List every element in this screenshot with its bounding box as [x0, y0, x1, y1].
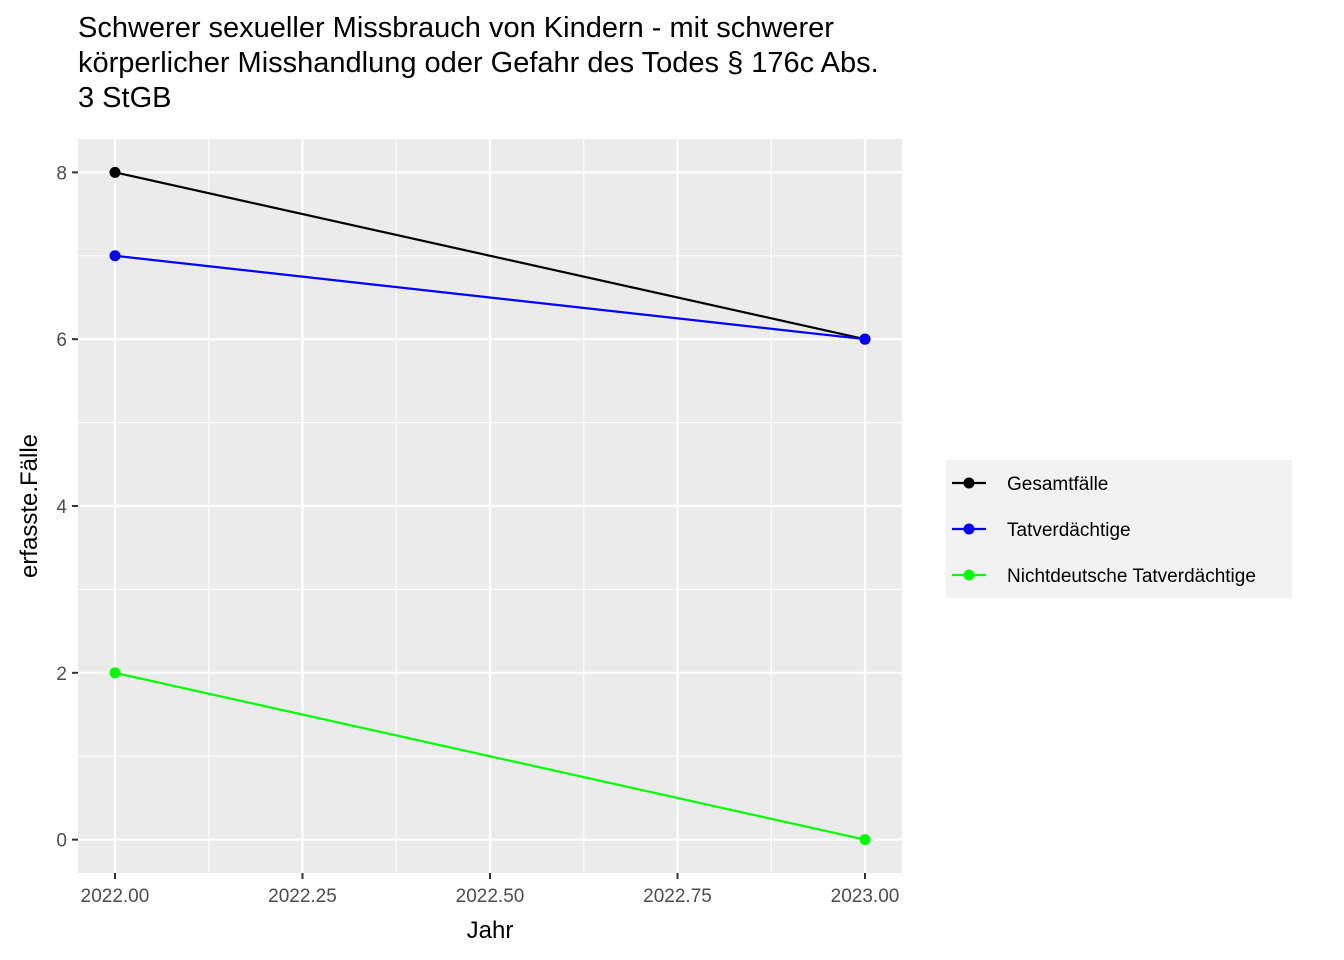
grid-major — [78, 139, 902, 873]
chart-title: Schwerer sexueller Missbrauch von Kinder… — [78, 12, 879, 114]
legend-label: Gesamtfälle — [1007, 474, 1108, 495]
legend-key-point — [963, 477, 975, 489]
y-tick-label: 2 — [56, 664, 67, 685]
y-tick-label: 6 — [56, 330, 67, 351]
legend-label: Nichtdeutsche Tatverdächtige — [1007, 566, 1256, 587]
x-tick-label: 2023.00 — [831, 886, 900, 907]
x-tick-label: 2022.25 — [268, 886, 337, 907]
x-tick-label: 2022.50 — [456, 886, 525, 907]
title-line-3: 3 StGB — [78, 82, 172, 114]
legend-items: Gesamtfälle Tatverdächtige Nichtdeutsche T… — [952, 474, 1256, 587]
series-line-2 — [114, 671, 866, 841]
title-line-2: körperlicher Misshandlung oder Gefahr de… — [78, 47, 879, 79]
data-point — [859, 333, 871, 345]
y-tick-label: 4 — [56, 497, 67, 518]
series-line-0 — [114, 171, 866, 341]
data-point — [109, 166, 121, 178]
series-points — [109, 166, 871, 846]
legend-key-point — [963, 523, 975, 535]
data-point — [109, 250, 121, 262]
legend-label: Tatverdächtige — [1007, 520, 1131, 541]
title-line-1: Schwerer sexueller Missbrauch von Kinder… — [78, 12, 834, 44]
data-point — [109, 667, 121, 679]
x-axis-title: Jahr — [467, 917, 514, 944]
x-tick-label: 2022.75 — [643, 886, 712, 907]
series-lines — [114, 171, 866, 841]
y-axis-title: erfasste.Fälle — [16, 434, 43, 578]
legend-background — [946, 460, 1292, 598]
y-tick-label: 8 — [56, 163, 67, 184]
x-axis: 2022.00 2022.25 2022.50 2022.75 2023.00 — [81, 873, 900, 907]
legend: Gesamtfälle Tatverdächtige Nichtdeutsche T… — [946, 460, 1292, 598]
y-axis: 0 2 4 6 8 — [56, 163, 78, 852]
data-point — [859, 834, 871, 846]
x-tick-label: 2022.00 — [81, 886, 150, 907]
y-tick-label: 0 — [56, 831, 67, 852]
series-line-1 — [114, 254, 866, 341]
legend-key-point — [963, 569, 975, 581]
